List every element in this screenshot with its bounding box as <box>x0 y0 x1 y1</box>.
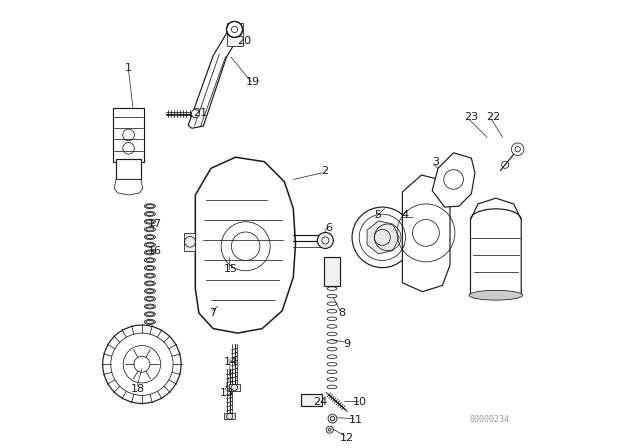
Text: 10: 10 <box>353 397 367 407</box>
Ellipse shape <box>145 312 156 317</box>
Polygon shape <box>195 157 296 333</box>
Ellipse shape <box>469 290 523 300</box>
Text: 15: 15 <box>224 263 238 274</box>
Text: 14: 14 <box>224 357 238 367</box>
Polygon shape <box>224 413 235 419</box>
Ellipse shape <box>145 204 156 209</box>
Text: 23: 23 <box>464 112 479 122</box>
Circle shape <box>326 426 333 433</box>
Polygon shape <box>227 23 243 46</box>
Ellipse shape <box>145 281 156 286</box>
Text: 17: 17 <box>148 219 163 229</box>
Ellipse shape <box>145 319 156 324</box>
Text: 19: 19 <box>246 77 260 86</box>
Polygon shape <box>432 153 475 207</box>
Ellipse shape <box>145 219 156 224</box>
Ellipse shape <box>145 266 156 271</box>
Ellipse shape <box>145 250 156 255</box>
Text: 12: 12 <box>340 433 354 443</box>
Text: 11: 11 <box>349 415 363 425</box>
Polygon shape <box>403 175 450 292</box>
Polygon shape <box>113 108 144 162</box>
Text: 16: 16 <box>148 246 163 256</box>
Text: 20: 20 <box>237 36 252 47</box>
Text: 00000234: 00000234 <box>469 415 509 424</box>
Ellipse shape <box>145 242 156 247</box>
Circle shape <box>511 143 524 155</box>
Text: 22: 22 <box>486 112 500 122</box>
Polygon shape <box>470 198 521 295</box>
Polygon shape <box>115 180 143 195</box>
Text: 7: 7 <box>209 308 217 318</box>
Ellipse shape <box>145 296 156 301</box>
Circle shape <box>328 414 337 423</box>
Text: 13: 13 <box>220 388 234 398</box>
Polygon shape <box>324 258 340 286</box>
Text: 3: 3 <box>432 157 439 167</box>
Polygon shape <box>184 233 195 251</box>
Ellipse shape <box>145 227 156 232</box>
Polygon shape <box>367 221 399 254</box>
Ellipse shape <box>145 235 156 240</box>
Polygon shape <box>229 384 240 391</box>
Polygon shape <box>188 26 241 128</box>
Circle shape <box>191 110 199 117</box>
Text: 8: 8 <box>339 308 346 318</box>
Polygon shape <box>301 394 322 405</box>
Text: 1: 1 <box>125 63 132 73</box>
Ellipse shape <box>145 211 156 216</box>
Text: 9: 9 <box>343 339 350 349</box>
Polygon shape <box>116 159 141 180</box>
Ellipse shape <box>145 273 156 278</box>
Text: 2: 2 <box>321 166 328 176</box>
Ellipse shape <box>145 258 156 263</box>
Ellipse shape <box>145 289 156 293</box>
Text: 6: 6 <box>325 224 332 233</box>
Text: 4: 4 <box>401 210 408 220</box>
Circle shape <box>227 22 243 38</box>
Text: 24: 24 <box>313 397 327 407</box>
Text: 5: 5 <box>374 210 381 220</box>
Text: 18: 18 <box>131 384 145 394</box>
Text: 21: 21 <box>193 108 207 118</box>
Ellipse shape <box>145 304 156 309</box>
Circle shape <box>317 233 333 249</box>
